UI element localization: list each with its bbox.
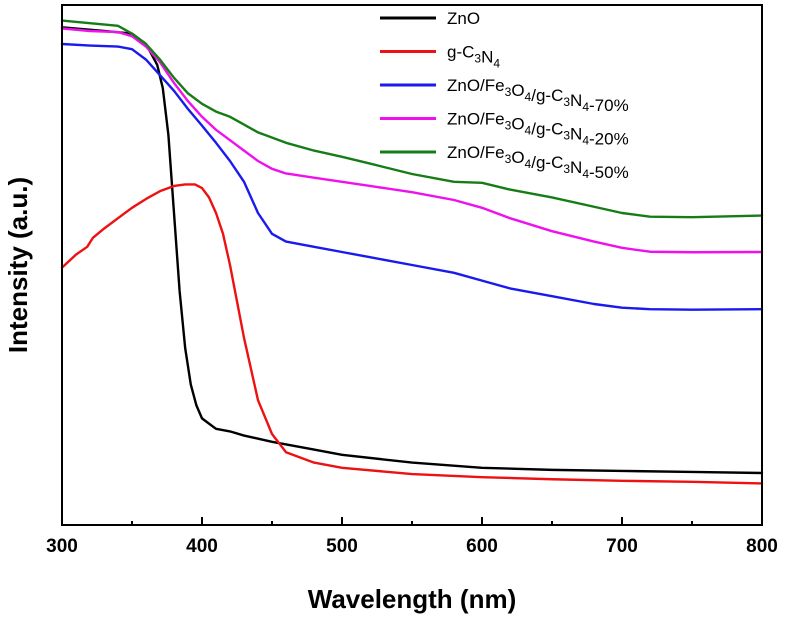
x-tick-label-700: 700: [606, 536, 638, 557]
series-layer: [60, 19, 764, 485]
x-tick-label-400: 400: [186, 536, 218, 557]
legend-label-5: ZnO/Fe3O4/g-C3N4-50%: [447, 143, 629, 182]
series-line-5: [60, 19, 764, 219]
series-line-2: [60, 183, 764, 485]
y-axis-title: Intensity (a.u.): [3, 177, 33, 353]
legend-label-1: ZnO: [447, 9, 480, 28]
legend: ZnOg-C3N4ZnO/Fe3O4/g-C3N4-70%ZnO/Fe3O4/g…: [380, 9, 629, 182]
x-tick-label-500: 500: [326, 536, 358, 557]
series-line-4: [60, 27, 764, 254]
series-line-1: [60, 26, 764, 475]
x-tick-label-600: 600: [466, 536, 498, 557]
legend-label-4: ZnO/Fe3O4/g-C3N4-20%: [447, 110, 629, 149]
ticks-layer: 300 400 500 600 700 800: [46, 517, 778, 557]
legend-label-3: ZnO/Fe3O4/g-C3N4-70%: [447, 76, 629, 115]
legend-label-2: g-C3N4: [447, 43, 500, 71]
series-line-3: [60, 42, 764, 311]
x-axis-title: Wavelength (nm): [308, 584, 516, 614]
x-tick-label-800: 800: [746, 536, 778, 557]
x-tick-label-300: 300: [46, 536, 78, 557]
